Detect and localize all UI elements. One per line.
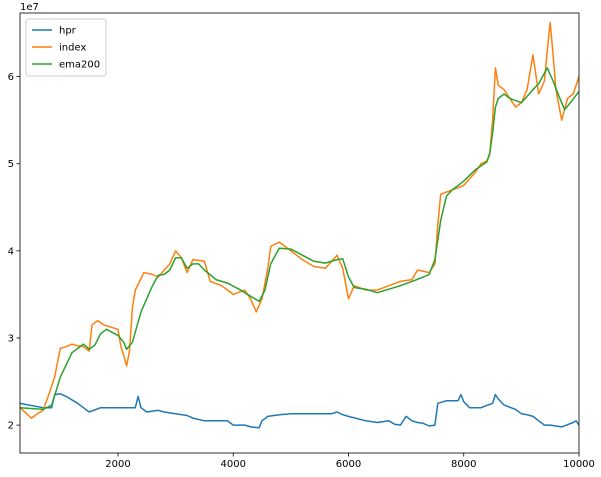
x-axis: 2000 4000 6000 8000 10000 [105, 453, 595, 470]
y-tick-label: 2 [8, 421, 14, 432]
legend: hpr index ema200 [25, 18, 107, 77]
y-tick-label: 5 [8, 159, 14, 170]
series-layer [20, 21, 579, 429]
series-line-hpr [20, 393, 579, 429]
legend-label-index: index [59, 43, 86, 54]
x-tick-label: 6000 [336, 459, 361, 470]
legend-label-hpr: hpr [59, 26, 77, 37]
x-tick-label: 2000 [105, 459, 130, 470]
y-tick-label: 6 [8, 72, 14, 83]
y-axis-offset-label: 1e7 [20, 2, 39, 13]
x-tick-label: 8000 [451, 459, 476, 470]
x-tick-label: 4000 [221, 459, 246, 470]
series-line-ema200 [20, 67, 579, 411]
axes-frame [19, 12, 580, 454]
axes-spines [19, 12, 580, 454]
y-tick-label: 4 [8, 246, 14, 257]
y-tick-label: 3 [8, 333, 14, 344]
legend-box [25, 18, 107, 77]
x-tick-label: 10000 [563, 459, 595, 470]
plot-area [20, 13, 579, 453]
legend-label-ema200: ema200 [59, 60, 100, 71]
y-axis: 2 3 4 5 6 [8, 72, 20, 432]
